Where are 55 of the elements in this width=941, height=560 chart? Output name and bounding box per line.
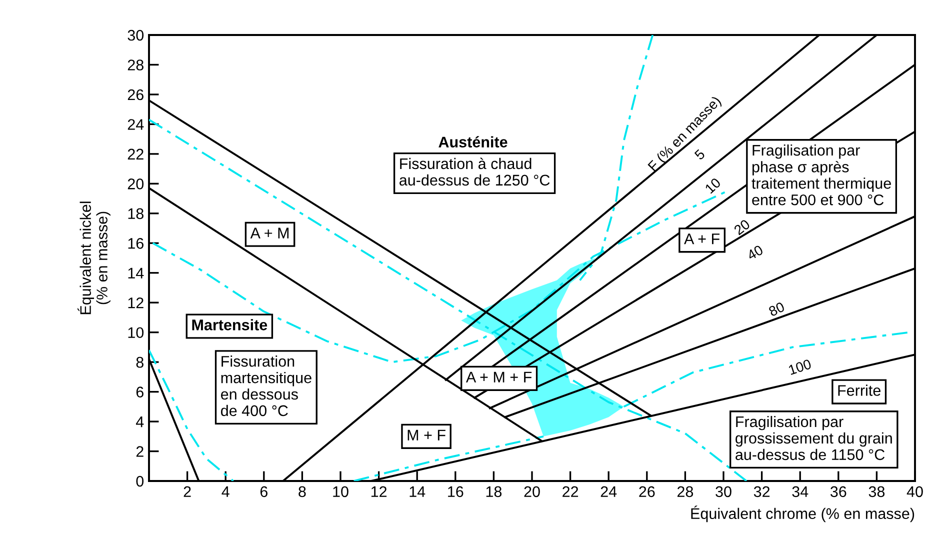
- x-tick-label: 14: [410, 486, 426, 497]
- annotation: 5: [694, 148, 706, 160]
- x-tick-label: 10: [333, 486, 348, 498]
- x-tick-label: 18: [486, 486, 502, 498]
- annotation: 20: [733, 218, 751, 236]
- x-tick-label: 6: [260, 486, 268, 498]
- x-tick-label: 2: [184, 486, 191, 497]
- x-tick-label: 12: [371, 486, 387, 497]
- annotation: 100: [788, 358, 812, 375]
- y-tick-label: 12: [128, 297, 144, 308]
- x-tick-label: 28: [677, 486, 694, 498]
- x-tick-label: 20: [524, 486, 540, 498]
- y-tick-label: 18: [128, 208, 144, 220]
- annotation: A + M: [250, 228, 289, 238]
- y-tick-label: 20: [128, 178, 144, 190]
- x-tick-label: 16: [448, 486, 464, 498]
- x-tick-label: 4: [222, 486, 230, 497]
- y-tick-label: 26: [128, 89, 144, 100]
- annotation: M + F: [408, 430, 446, 440]
- x-tick-label: 26: [639, 486, 655, 498]
- x-tick-label: 40: [906, 486, 923, 498]
- annotation: Austénite: [438, 136, 508, 148]
- annotation: Fissuration martensitique en dessous de 400 °C: [220, 356, 312, 416]
- y-tick-label: 10: [128, 327, 144, 338]
- annotation: 10: [704, 177, 722, 194]
- annotation: Martensite: [192, 319, 268, 330]
- y-tick-label: 22: [128, 148, 144, 160]
- y-tick-label: 14: [128, 268, 144, 278]
- annotation: Fissuration à chaud au-dessus de 1250 °C: [400, 158, 550, 186]
- y-tick-label: 30: [128, 30, 144, 41]
- x-axis-title: Équivalent chrome (% en masse): [691, 506, 914, 522]
- x-tick-label: 36: [830, 486, 846, 498]
- y-tick-label: 28: [128, 60, 144, 70]
- x-tick-label: 22: [562, 486, 578, 497]
- annotation: A + F: [684, 234, 720, 244]
- x-tick-label: 38: [868, 486, 885, 498]
- x-tick-label: 24: [600, 486, 617, 497]
- x-tick-label: 32: [754, 486, 770, 498]
- annotation: Fragilisation par phase σ après traitement thermique entre 500 et 900 °C: [752, 144, 891, 206]
- annotation: 40: [746, 244, 764, 260]
- y-tick-label: 8: [136, 356, 144, 368]
- y-tick-label: 2: [136, 446, 144, 457]
- annotation: 80: [768, 302, 786, 317]
- y-tick-label: 0: [136, 476, 144, 487]
- annotation: Fragilisation par grossissement du grain au-dessus de 1150 °C: [736, 416, 892, 460]
- x-tick-label: 30: [716, 486, 732, 498]
- y-tick-label: 6: [136, 386, 144, 398]
- x-tick-label: 34: [792, 486, 808, 498]
- y-tick-label: 24: [128, 119, 144, 130]
- y-tick-label: 4: [136, 416, 144, 428]
- y-axis-title: Équivalent nickel (% en masse): [78, 202, 110, 314]
- annotation: Ferrite: [838, 384, 880, 396]
- annotation: A + M + F: [466, 372, 532, 382]
- x-tick-label: 8: [298, 486, 306, 498]
- y-tick-label: 16: [128, 238, 144, 249]
